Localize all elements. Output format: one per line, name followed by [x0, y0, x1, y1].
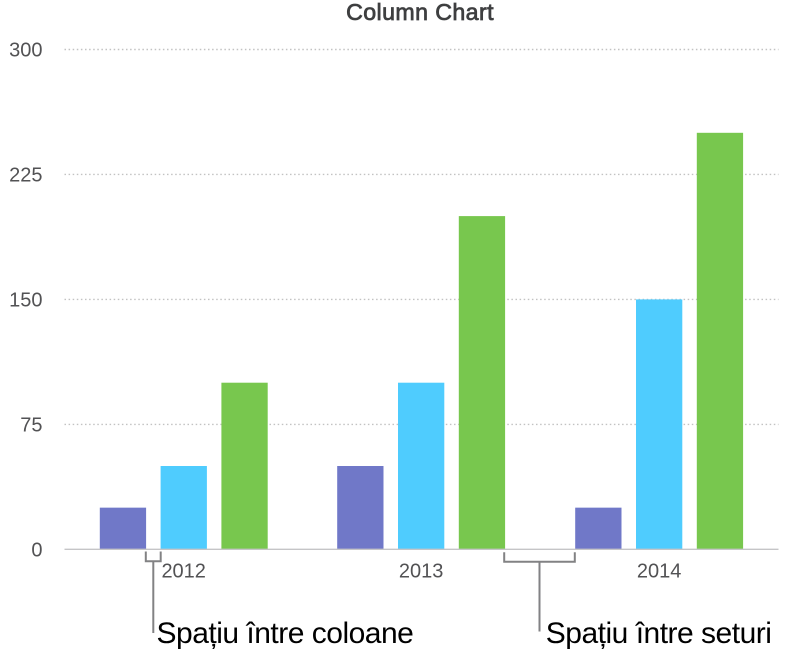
svg-text:2014: 2014 [637, 561, 682, 583]
svg-text:150: 150 [9, 289, 42, 311]
svg-text:2013: 2013 [399, 561, 444, 583]
svg-text:Spațiu între seturi: Spațiu între seturi [546, 617, 772, 650]
svg-text:225: 225 [9, 164, 42, 186]
svg-text:Spațiu între coloane: Spațiu între coloane [157, 617, 414, 650]
svg-text:Column Chart: Column Chart [346, 0, 494, 25]
svg-text:300: 300 [9, 40, 42, 62]
svg-text:75: 75 [20, 414, 42, 436]
svg-text:0: 0 [31, 539, 42, 561]
svg-text:2012: 2012 [161, 561, 206, 583]
